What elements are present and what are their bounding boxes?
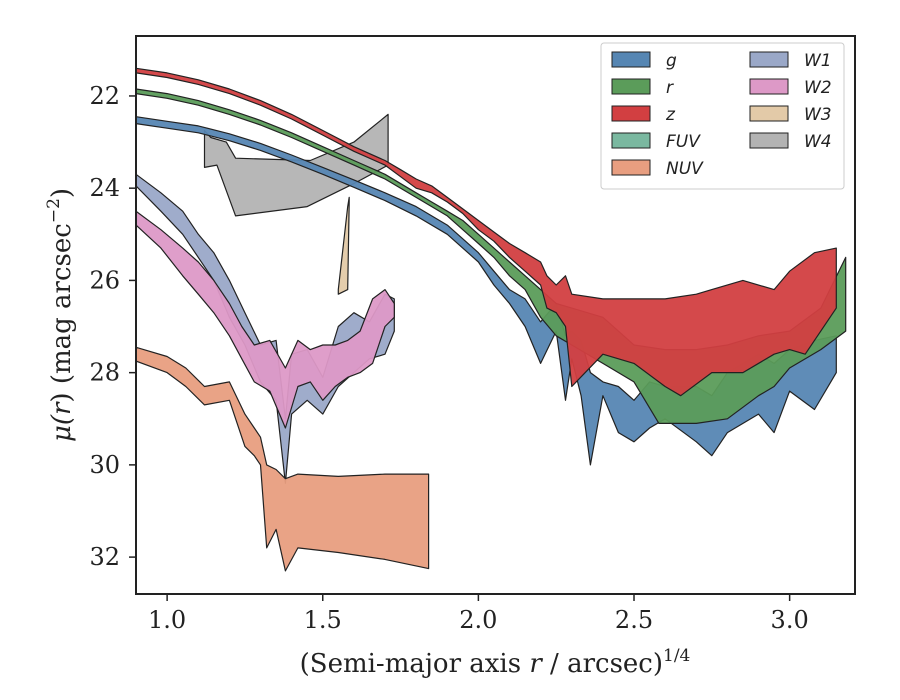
y-axis-title: μ(r) (mag arcsec−2) (44, 188, 77, 442)
x-tick-label: 2.5 (615, 606, 653, 634)
legend-swatch-nuv (611, 159, 651, 176)
legend-label-w3: W3 (804, 105, 832, 125)
x-tick-label: 1.0 (148, 606, 186, 634)
series-band-nuv (136, 346, 430, 572)
series-band-r (136, 88, 847, 424)
legend-swatch-r (611, 78, 651, 95)
series-band-z (136, 67, 837, 397)
y-tick-label: 24 (89, 174, 120, 202)
legend-swatch-fuv (611, 132, 651, 149)
y-tick-label: 32 (89, 543, 120, 571)
series-layer (136, 67, 847, 572)
y-tick-label: 28 (89, 359, 120, 387)
x-tick-label: 2.0 (459, 606, 497, 634)
legend-label-r: r (666, 78, 674, 98)
legend-swatch-z (611, 105, 651, 122)
legend-swatch-w3 (749, 105, 789, 122)
y-tick-label: 22 (89, 82, 120, 110)
legend-label-g: g (666, 51, 677, 71)
legend-label-w4: W4 (804, 132, 832, 152)
legend-swatch-w1 (749, 51, 789, 68)
plot-frame (135, 35, 856, 595)
legend-swatch-w4 (749, 132, 789, 149)
legend: grz FUV NUV W1 W2 W3 W4 (600, 42, 845, 190)
x-axis: 1.0 1.5 2.0 2.5 3.0 (148, 594, 809, 634)
legend-label-z: z (665, 105, 676, 125)
x-axis-title: (Semi-major axis r / arcsec)1/4 (300, 646, 691, 679)
legend-swatch-g (611, 51, 651, 68)
y-tick-label: 30 (89, 451, 120, 479)
legend-label-w2: W2 (804, 78, 832, 98)
series-band-w4 (203, 113, 389, 217)
legend-label-fuv: FUV (666, 132, 701, 152)
x-tick-label: 1.5 (304, 606, 342, 634)
y-axis: 22 24 26 28 30 32 (89, 82, 136, 571)
y-tick-label: 26 (89, 266, 120, 294)
legend-label-w1: W1 (804, 51, 832, 71)
legend-swatch-w2 (749, 78, 789, 95)
series-band-w3 (337, 196, 350, 295)
series-band-w2 (136, 210, 395, 429)
legend-label-nuv: NUV (666, 159, 704, 179)
x-tick-label: 3.0 (771, 606, 809, 634)
series-band-w1 (136, 173, 395, 484)
